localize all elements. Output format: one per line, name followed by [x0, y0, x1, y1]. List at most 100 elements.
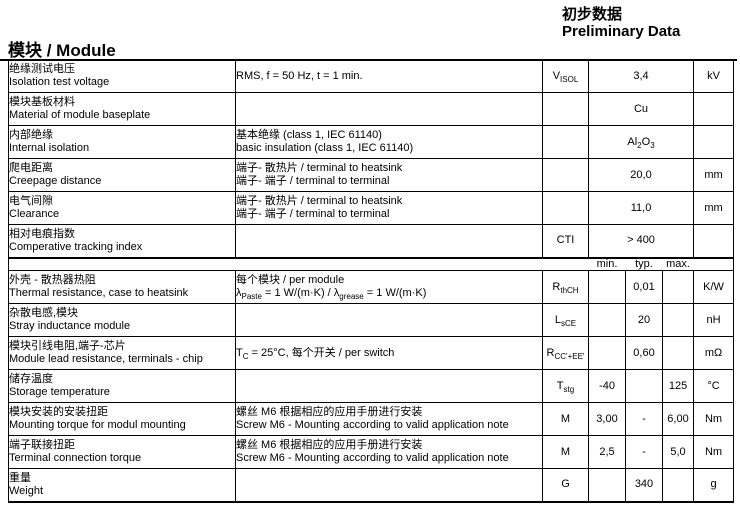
- table-row-mounting-torque: 模块安装的安装扭距 Mounting torque for modul moun…: [8, 402, 735, 436]
- param-zh: 相对电痕指数: [9, 227, 76, 240]
- value-cell: Al2O3: [587, 125, 695, 159]
- condition-line: 螺丝 M6 根据相应的应用手册进行安装: [236, 406, 423, 418]
- condition-cell: [235, 92, 543, 126]
- param-cell: 内部绝缘 Internal isolation: [8, 125, 236, 159]
- param-cell: 储存温度 Storage temperature: [8, 369, 236, 403]
- param-en: Internal isolation: [9, 142, 90, 154]
- condition-cell: 端子- 散热片 / terminal to heatsink 端子- 端子 / …: [235, 158, 543, 192]
- max-cell: [661, 468, 695, 503]
- condition-cell: [235, 224, 543, 258]
- param-en: Weight: [9, 484, 44, 497]
- symbol-cell: VISOL: [542, 59, 589, 93]
- min-cell: 2,5: [588, 435, 626, 469]
- unit-cell: Nm: [693, 402, 735, 436]
- condition-line: 端子- 端子 / terminal to terminal: [236, 208, 390, 220]
- condition-line: 端子- 散热片 / terminal to heatsink: [236, 162, 403, 174]
- typ-cell: [625, 369, 663, 403]
- symbol-cell: [542, 191, 589, 225]
- param-cell: 绝缘测试电压 Isolation test voltage: [8, 59, 236, 93]
- unit-cell: Nm: [693, 435, 735, 469]
- symbol-cell: LsCE: [542, 303, 589, 337]
- symbol-cell: G: [542, 468, 589, 503]
- param-zh: 储存温度: [9, 373, 54, 385]
- param-zh: 外壳 - 散热器热阻: [9, 274, 96, 286]
- condition-line: TC = 25°C, 每个开关 / per switch: [236, 346, 395, 361]
- param-cell: 端子联接扭距 Terminal connection torque: [8, 435, 236, 469]
- min-typ-max-header-row: min. typ. max.: [8, 256, 735, 271]
- value-cell: 11,0: [587, 191, 695, 225]
- typ-cell: 20: [625, 303, 663, 337]
- table-row-stray-inductance: 杂散电感,模块 Stray inductance module LsCE 20 …: [8, 303, 735, 337]
- typ-cell: -: [625, 402, 663, 436]
- spec-table: 绝缘测试电压 Isolation test voltage RMS, f = 5…: [8, 59, 735, 503]
- unit-cell: nH: [693, 303, 735, 337]
- condition-line: RMS, f = 50 Hz, t = 1 min.: [236, 69, 363, 82]
- value-cell: > 400: [587, 224, 695, 258]
- table-row-creepage-distance: 爬电距离 Creepage distance 端子- 散热片 / termina…: [8, 158, 735, 192]
- symbol-cell: [542, 125, 589, 159]
- param-en: Module lead resistance, terminals - chip: [9, 353, 203, 365]
- unit-cell: [693, 224, 735, 258]
- col-header-typ: typ.: [625, 256, 663, 271]
- param-zh: 端子联接扭距: [9, 439, 76, 451]
- symbol-cell: RCC'+EE': [542, 336, 589, 370]
- unit-cell: mm: [693, 191, 735, 225]
- col-header-min: min.: [588, 256, 626, 271]
- param-zh: 绝缘测试电压: [9, 63, 76, 75]
- preliminary-data-label: 初步数据 Preliminary Data: [562, 6, 680, 40]
- condition-line: 端子- 散热片 / terminal to heatsink: [236, 195, 403, 207]
- param-en: Creepage distance: [9, 175, 102, 187]
- param-cell: 外壳 - 散热器热阻 Thermal resistance, case to h…: [8, 270, 236, 304]
- table-row-weight: 重量 Weight G 340 g: [8, 468, 735, 503]
- table-row-isolation-test-voltage: 绝缘测试电压 Isolation test voltage RMS, f = 5…: [8, 59, 735, 93]
- param-cell: 爬电距离 Creepage distance: [8, 158, 236, 192]
- table-row-baseplate-material: 模块基板材料 Material of module baseplate Cu: [8, 92, 735, 126]
- col-header-max: max.: [662, 256, 694, 271]
- typ-cell: 0,01: [625, 270, 663, 304]
- param-en: Clearance: [9, 208, 60, 220]
- symbol-cell: RthCH: [542, 270, 589, 304]
- param-en: Material of module baseplate: [9, 109, 151, 121]
- param-cell: 模块基板材料 Material of module baseplate: [8, 92, 236, 126]
- param-zh: 爬电距离: [9, 162, 54, 174]
- min-cell: [588, 303, 626, 337]
- param-zh: 模块引线电阻,端子-芯片: [9, 340, 126, 352]
- symbol-cell: M: [542, 402, 589, 436]
- symbol-cell: [542, 158, 589, 192]
- table-row-comparative-tracking-index: 相对电痕指数 Comperative tracking index CTI > …: [8, 224, 735, 258]
- unit-cell: K/W: [693, 270, 735, 304]
- min-cell: -40: [588, 369, 626, 403]
- condition-cell: 螺丝 M6 根据相应的应用手册进行安装 Screw M6 - Mounting …: [235, 402, 543, 436]
- value-cell: Cu: [587, 92, 695, 126]
- header-spacer: [693, 256, 735, 271]
- condition-cell: RMS, f = 50 Hz, t = 1 min.: [235, 59, 543, 93]
- unit-cell: mm: [693, 158, 735, 192]
- table-row-storage-temperature: 储存温度 Storage temperature Tstg -40 125 °C: [8, 369, 735, 403]
- table-row-thermal-resistance: 外壳 - 散热器热阻 Thermal resistance, case to h…: [8, 270, 735, 304]
- section-title: 模块 / Module: [8, 41, 116, 60]
- unit-cell: °C: [693, 369, 735, 403]
- condition-line: 每个模块 / per module: [236, 274, 345, 286]
- max-cell: 125: [661, 369, 695, 403]
- symbol-cell: Tstg: [542, 369, 589, 403]
- preliminary-data-zh: 初步数据: [562, 6, 623, 23]
- condition-cell: 每个模块 / per module λPaste = 1 W/(m·K) / λ…: [235, 270, 543, 304]
- max-cell: [661, 270, 695, 304]
- min-cell: [588, 336, 626, 370]
- condition-cell: 基本绝缘 (class 1, IEC 61140) basic insulati…: [235, 125, 543, 159]
- condition-line: 基本绝缘 (class 1, IEC 61140): [236, 129, 382, 141]
- condition-line: basic insulation (class 1, IEC 61140): [236, 142, 414, 154]
- param-cell: 重量 Weight: [8, 468, 236, 503]
- value-cell: 20,0: [587, 158, 695, 192]
- param-cell: 模块安装的安装扭距 Mounting torque for modul moun…: [8, 402, 236, 436]
- condition-line: 螺丝 M6 根据相应的应用手册进行安装: [236, 439, 423, 451]
- condition-cell: 螺丝 M6 根据相应的应用手册进行安装 Screw M6 - Mounting …: [235, 435, 543, 469]
- min-cell: [588, 270, 626, 304]
- param-zh: 模块基板材料: [9, 96, 76, 108]
- max-cell: 5,0: [661, 435, 695, 469]
- condition-cell: 端子- 散热片 / terminal to heatsink 端子- 端子 / …: [235, 191, 543, 225]
- value-cell: 3,4: [587, 59, 695, 93]
- unit-cell: mΩ: [693, 336, 735, 370]
- min-cell: [588, 468, 626, 503]
